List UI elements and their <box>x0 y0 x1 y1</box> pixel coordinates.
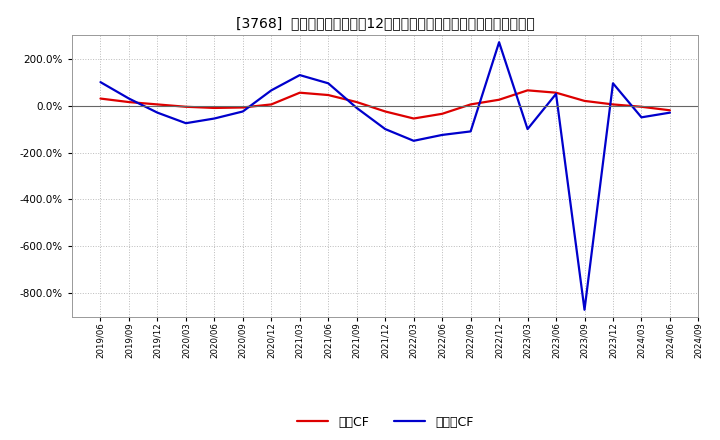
フリーCF <box>495 40 503 45</box>
営業CF <box>381 109 390 114</box>
営業CF <box>181 104 190 110</box>
フリーCF <box>352 105 361 110</box>
営業CF <box>580 98 589 103</box>
フリーCF <box>410 138 418 143</box>
営業CF <box>238 105 247 110</box>
営業CF <box>324 92 333 98</box>
フリーCF <box>324 81 333 86</box>
営業CF <box>495 97 503 103</box>
フリーCF <box>438 132 446 138</box>
フリーCF <box>267 88 276 93</box>
営業CF <box>410 116 418 121</box>
フリーCF <box>665 110 674 115</box>
フリーCF <box>295 73 304 78</box>
営業CF <box>96 96 105 101</box>
フリーCF <box>96 80 105 85</box>
Legend: 営業CF, フリーCF: 営業CF, フリーCF <box>297 416 474 429</box>
Line: 営業CF: 営業CF <box>101 90 670 118</box>
営業CF <box>438 111 446 117</box>
営業CF <box>352 99 361 105</box>
フリーCF <box>210 116 219 121</box>
フリーCF <box>181 121 190 126</box>
フリーCF <box>608 81 617 86</box>
Line: フリーCF: フリーCF <box>101 42 670 310</box>
営業CF <box>295 90 304 95</box>
営業CF <box>153 102 162 107</box>
営業CF <box>552 90 560 95</box>
営業CF <box>665 108 674 113</box>
フリーCF <box>552 91 560 96</box>
フリーCF <box>238 109 247 114</box>
営業CF <box>210 105 219 110</box>
フリーCF <box>637 115 646 120</box>
営業CF <box>523 88 532 93</box>
営業CF <box>637 104 646 110</box>
営業CF <box>125 99 133 105</box>
フリーCF <box>153 110 162 115</box>
フリーCF <box>523 126 532 132</box>
フリーCF <box>125 96 133 101</box>
フリーCF <box>467 129 475 134</box>
フリーCF <box>580 307 589 312</box>
営業CF <box>267 102 276 107</box>
営業CF <box>467 102 475 107</box>
Title: [3768]  キャッシュフローの12か月移動合計の対前年同期増減率の推移: [3768] キャッシュフローの12か月移動合計の対前年同期増減率の推移 <box>236 16 534 30</box>
営業CF <box>608 102 617 107</box>
フリーCF <box>381 126 390 132</box>
